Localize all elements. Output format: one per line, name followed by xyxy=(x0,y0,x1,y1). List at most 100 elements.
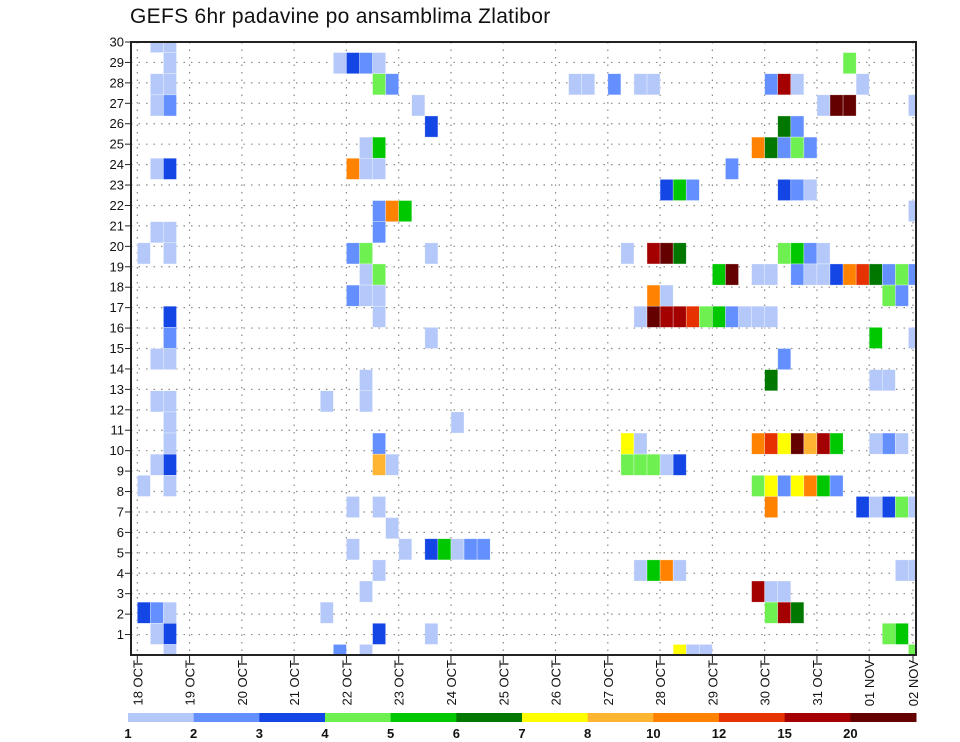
heatmap-cell xyxy=(150,42,164,53)
y-tick-label: 23 xyxy=(110,178,124,193)
heatmap-cell xyxy=(372,622,386,645)
heatmap-cell xyxy=(881,432,896,455)
heatmap-cell xyxy=(359,263,373,286)
heatmap-cell xyxy=(777,115,792,138)
heatmap-cell xyxy=(163,411,177,434)
heatmap-cell xyxy=(646,453,661,476)
y-tick-label: 22 xyxy=(110,198,124,213)
heatmap-cell xyxy=(751,432,765,455)
heatmap-cell xyxy=(672,242,687,265)
heatmap-cell xyxy=(372,73,386,96)
heatmap-cell xyxy=(633,432,648,455)
heatmap-cell xyxy=(908,94,916,117)
heatmap-cell xyxy=(346,52,360,75)
heatmap-cell xyxy=(725,157,739,180)
heatmap-cell xyxy=(685,305,700,328)
y-axis: 1234567891011121314151617181920212223242… xyxy=(110,35,131,642)
heatmap-cell xyxy=(150,221,164,244)
heatmap-cell xyxy=(881,284,896,307)
colorbar-swatch xyxy=(653,713,720,722)
heatmap-cell xyxy=(163,432,177,455)
heatmap-cell xyxy=(659,284,674,307)
heatmap-cell xyxy=(163,221,177,244)
heatmap-cell xyxy=(476,538,491,561)
heatmap-cell xyxy=(895,284,909,307)
heatmap-cell xyxy=(738,305,752,328)
chart-title: GEFS 6hr padavine po ansamblima Zlatibor xyxy=(130,5,551,28)
heatmap-cell xyxy=(581,73,596,96)
heatmap-cell xyxy=(163,453,177,476)
heatmap-cell xyxy=(908,496,916,518)
colorbar-swatch xyxy=(193,713,260,722)
y-tick-label: 7 xyxy=(117,504,124,519)
heatmap-cell xyxy=(163,242,177,265)
heatmap-cell xyxy=(137,601,151,624)
y-tick-label: 1 xyxy=(117,627,124,642)
x-axis: 18 OCT 19 OCT 20 OCT 21 OCT 22 OCT 23 OCT 24 O… xyxy=(130,655,921,706)
heatmap-cell xyxy=(646,284,661,307)
heatmap-cell xyxy=(424,538,439,561)
y-tick-label: 16 xyxy=(110,321,124,336)
heatmap-cell xyxy=(372,284,386,307)
heatmap-cell xyxy=(372,52,386,75)
y-tick-label: 30 xyxy=(110,35,124,50)
colorbar-label: 7 xyxy=(518,726,525,741)
heatmap-cell xyxy=(764,263,779,286)
heatmap-cell xyxy=(150,94,164,117)
heatmap-cell xyxy=(868,432,883,455)
heatmap-cell xyxy=(150,348,164,370)
heatmap-cell xyxy=(163,305,177,328)
heatmap-cell xyxy=(803,179,818,201)
heatmap-cell xyxy=(359,369,373,392)
heatmap-cell xyxy=(620,453,635,476)
colorbar-swatch xyxy=(456,713,523,722)
colorbar-swatch xyxy=(390,713,457,722)
heatmap-cell xyxy=(685,179,700,201)
heatmap-cell xyxy=(881,263,896,286)
y-tick-label: 18 xyxy=(110,280,124,295)
y-tick-label: 26 xyxy=(110,116,124,131)
x-tick-label: 20 OCT xyxy=(235,660,250,706)
heatmap-cell xyxy=(764,475,779,497)
y-tick-label: 4 xyxy=(117,566,124,581)
heatmap-cell xyxy=(712,263,726,286)
colorbar-label: 10 xyxy=(646,726,660,741)
x-tick-label: 24 OCT xyxy=(444,660,459,706)
heatmap-cell xyxy=(816,263,831,286)
colorbar-swatch xyxy=(259,713,326,722)
heatmap-cell xyxy=(137,242,151,265)
heatmap-cell xyxy=(764,496,779,518)
heatmap-cell xyxy=(881,622,896,645)
colorbar-label: 1 xyxy=(124,726,131,741)
y-tick-label: 9 xyxy=(117,464,124,479)
heatmap-cell xyxy=(790,73,805,96)
heatmap-cell xyxy=(463,538,478,561)
colorbar-swatch xyxy=(719,713,786,722)
heatmap-cell xyxy=(424,622,439,645)
heatmap-cell xyxy=(777,136,792,159)
heatmap-cell xyxy=(359,390,373,413)
colorbar-swatch xyxy=(325,713,392,722)
heatmap-cell xyxy=(816,432,831,455)
heatmap-cell xyxy=(803,242,818,265)
heatmap-cell xyxy=(672,179,687,201)
x-tick-label: 29 OCT xyxy=(705,660,720,706)
heatmap-cell xyxy=(385,517,400,540)
heatmap-cell xyxy=(385,73,400,96)
y-tick-label: 20 xyxy=(110,239,124,254)
heatmap-cell xyxy=(411,94,426,117)
heatmap-cell xyxy=(829,263,844,286)
x-tick-label: 30 OCT xyxy=(758,660,773,706)
y-tick-label: 28 xyxy=(110,75,124,90)
heatmap-cell xyxy=(424,115,439,138)
colorbar-swatch xyxy=(784,713,851,722)
colorbar-label: 8 xyxy=(584,726,591,741)
colorbar-swatch xyxy=(850,713,917,722)
y-tick-label: 5 xyxy=(117,545,124,560)
heatmap-cell xyxy=(359,284,373,307)
heatmap-cell xyxy=(163,52,177,75)
heatmap-cell xyxy=(895,622,909,645)
heatmap-cell xyxy=(777,601,792,624)
y-tick-label: 17 xyxy=(110,300,124,315)
heatmap-cell xyxy=(359,157,373,180)
